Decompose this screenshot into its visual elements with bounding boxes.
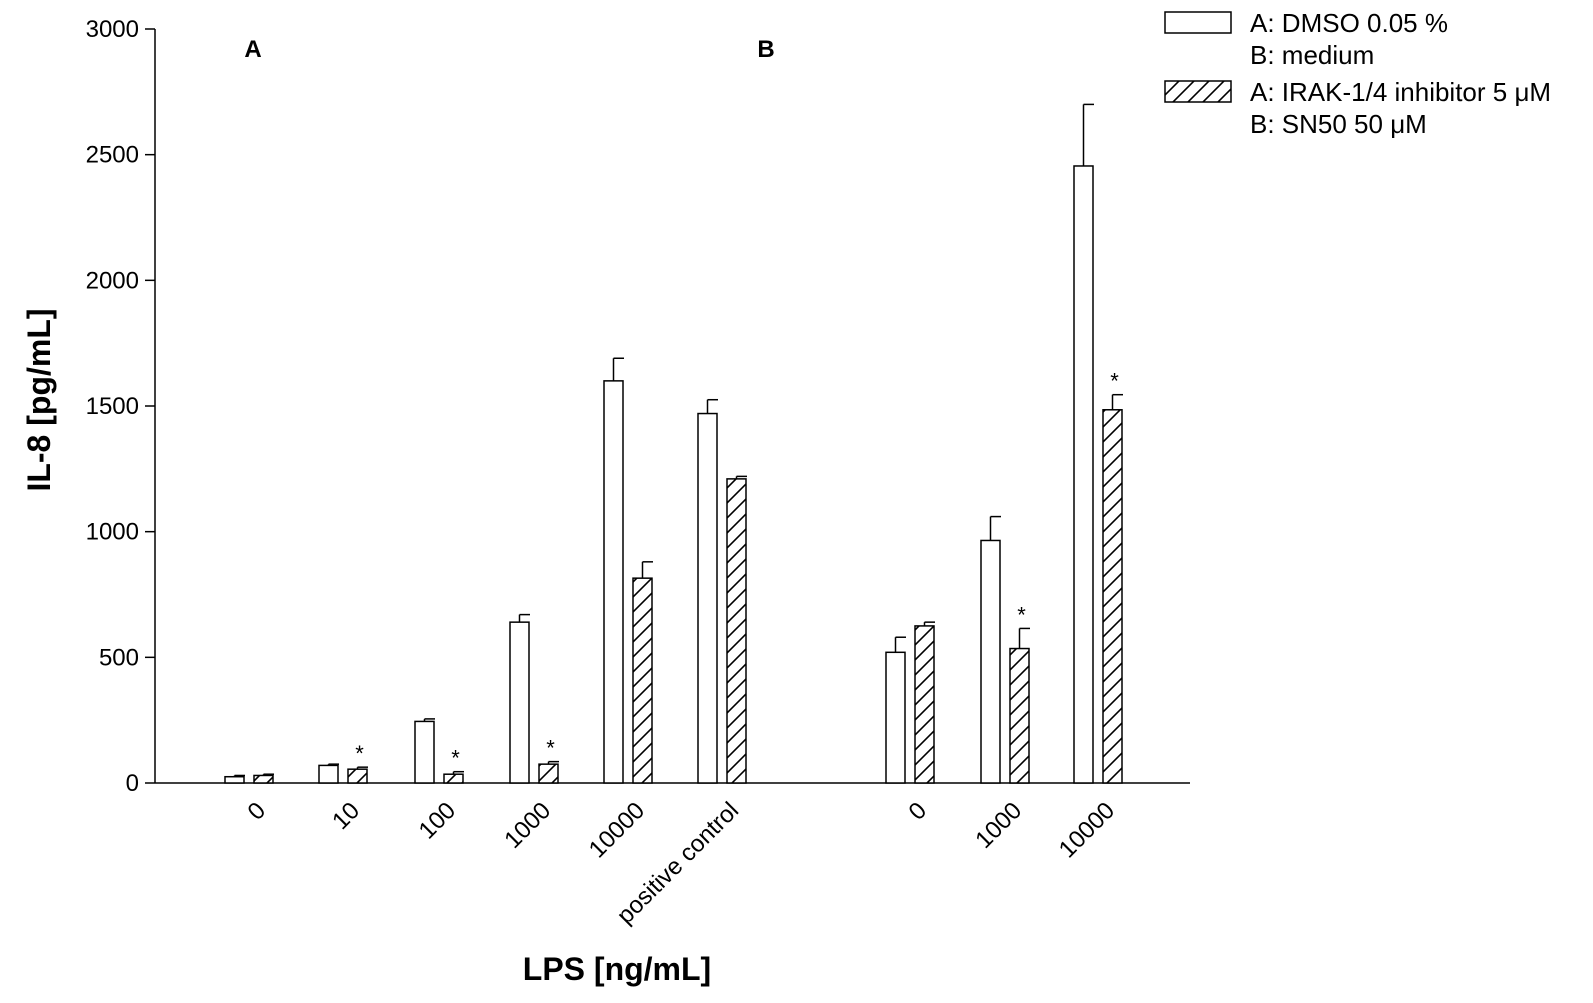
- x-tick-label: 10000: [584, 797, 650, 863]
- hatched-bar: [632, 577, 653, 784]
- hatched-bar: [253, 774, 274, 784]
- open-bar: [318, 764, 339, 784]
- hatched-bar: [1009, 647, 1030, 784]
- panel-label: B: [757, 36, 774, 63]
- hatched-bar: [726, 478, 747, 784]
- hatched-bar: [1102, 409, 1123, 784]
- x-tick-label: 1000: [970, 797, 1027, 854]
- open-bar: [980, 539, 1001, 784]
- legend-label: A: IRAK-1/4 inhibitor 5 μM: [1250, 77, 1551, 107]
- y-tick-label: 1500: [86, 393, 139, 420]
- x-tick-label: 100: [414, 797, 461, 844]
- legend-label: A: DMSO 0.05 %: [1250, 8, 1448, 38]
- x-tick-label: 1000: [499, 797, 556, 854]
- x-tick-label: 10: [327, 797, 365, 835]
- y-axis-title: IL-8 [pg/mL]: [21, 308, 57, 491]
- hatched-bar: [443, 773, 464, 784]
- y-tick-label: 2500: [86, 142, 139, 169]
- x-tick-label: 0: [904, 797, 933, 826]
- open-bar: [414, 720, 435, 784]
- y-tick-label: 2000: [86, 267, 139, 294]
- significance-marker: *: [1017, 602, 1026, 627]
- legend-hatched-swatch: [1164, 80, 1232, 103]
- hatched-bar: [538, 763, 559, 784]
- x-tick-label: 10000: [1054, 797, 1120, 863]
- open-bar: [697, 412, 718, 784]
- open-bar: [603, 380, 624, 784]
- hatched-bar: [914, 625, 935, 784]
- y-tick-label: 1000: [86, 519, 139, 546]
- panel-label: A: [244, 36, 261, 63]
- legend-label: B: medium: [1250, 40, 1374, 70]
- legend-label: B: SN50 50 μM: [1250, 109, 1427, 139]
- x-tick-label: 0: [243, 797, 272, 826]
- y-tick-label: 3000: [86, 16, 139, 43]
- x-axis-title: LPS [ng/mL]: [523, 951, 711, 987]
- open-bar: [224, 775, 245, 784]
- significance-marker: *: [355, 741, 364, 766]
- hatched-bar: [347, 768, 368, 784]
- bars: [224, 103, 1123, 784]
- legend: A: DMSO 0.05 %B: medium A: IRAK-1/4 inhib…: [1164, 8, 1551, 139]
- significance-marker: *: [1110, 369, 1119, 394]
- open-bar: [1073, 165, 1094, 784]
- open-bar: [885, 651, 906, 784]
- open-bar: [509, 621, 530, 784]
- significance-marker: *: [451, 746, 460, 771]
- y-tick-label: 500: [99, 644, 139, 671]
- legend-open-swatch: [1164, 11, 1232, 34]
- significance-marker: *: [546, 736, 555, 761]
- y-tick-label: 0: [126, 770, 139, 797]
